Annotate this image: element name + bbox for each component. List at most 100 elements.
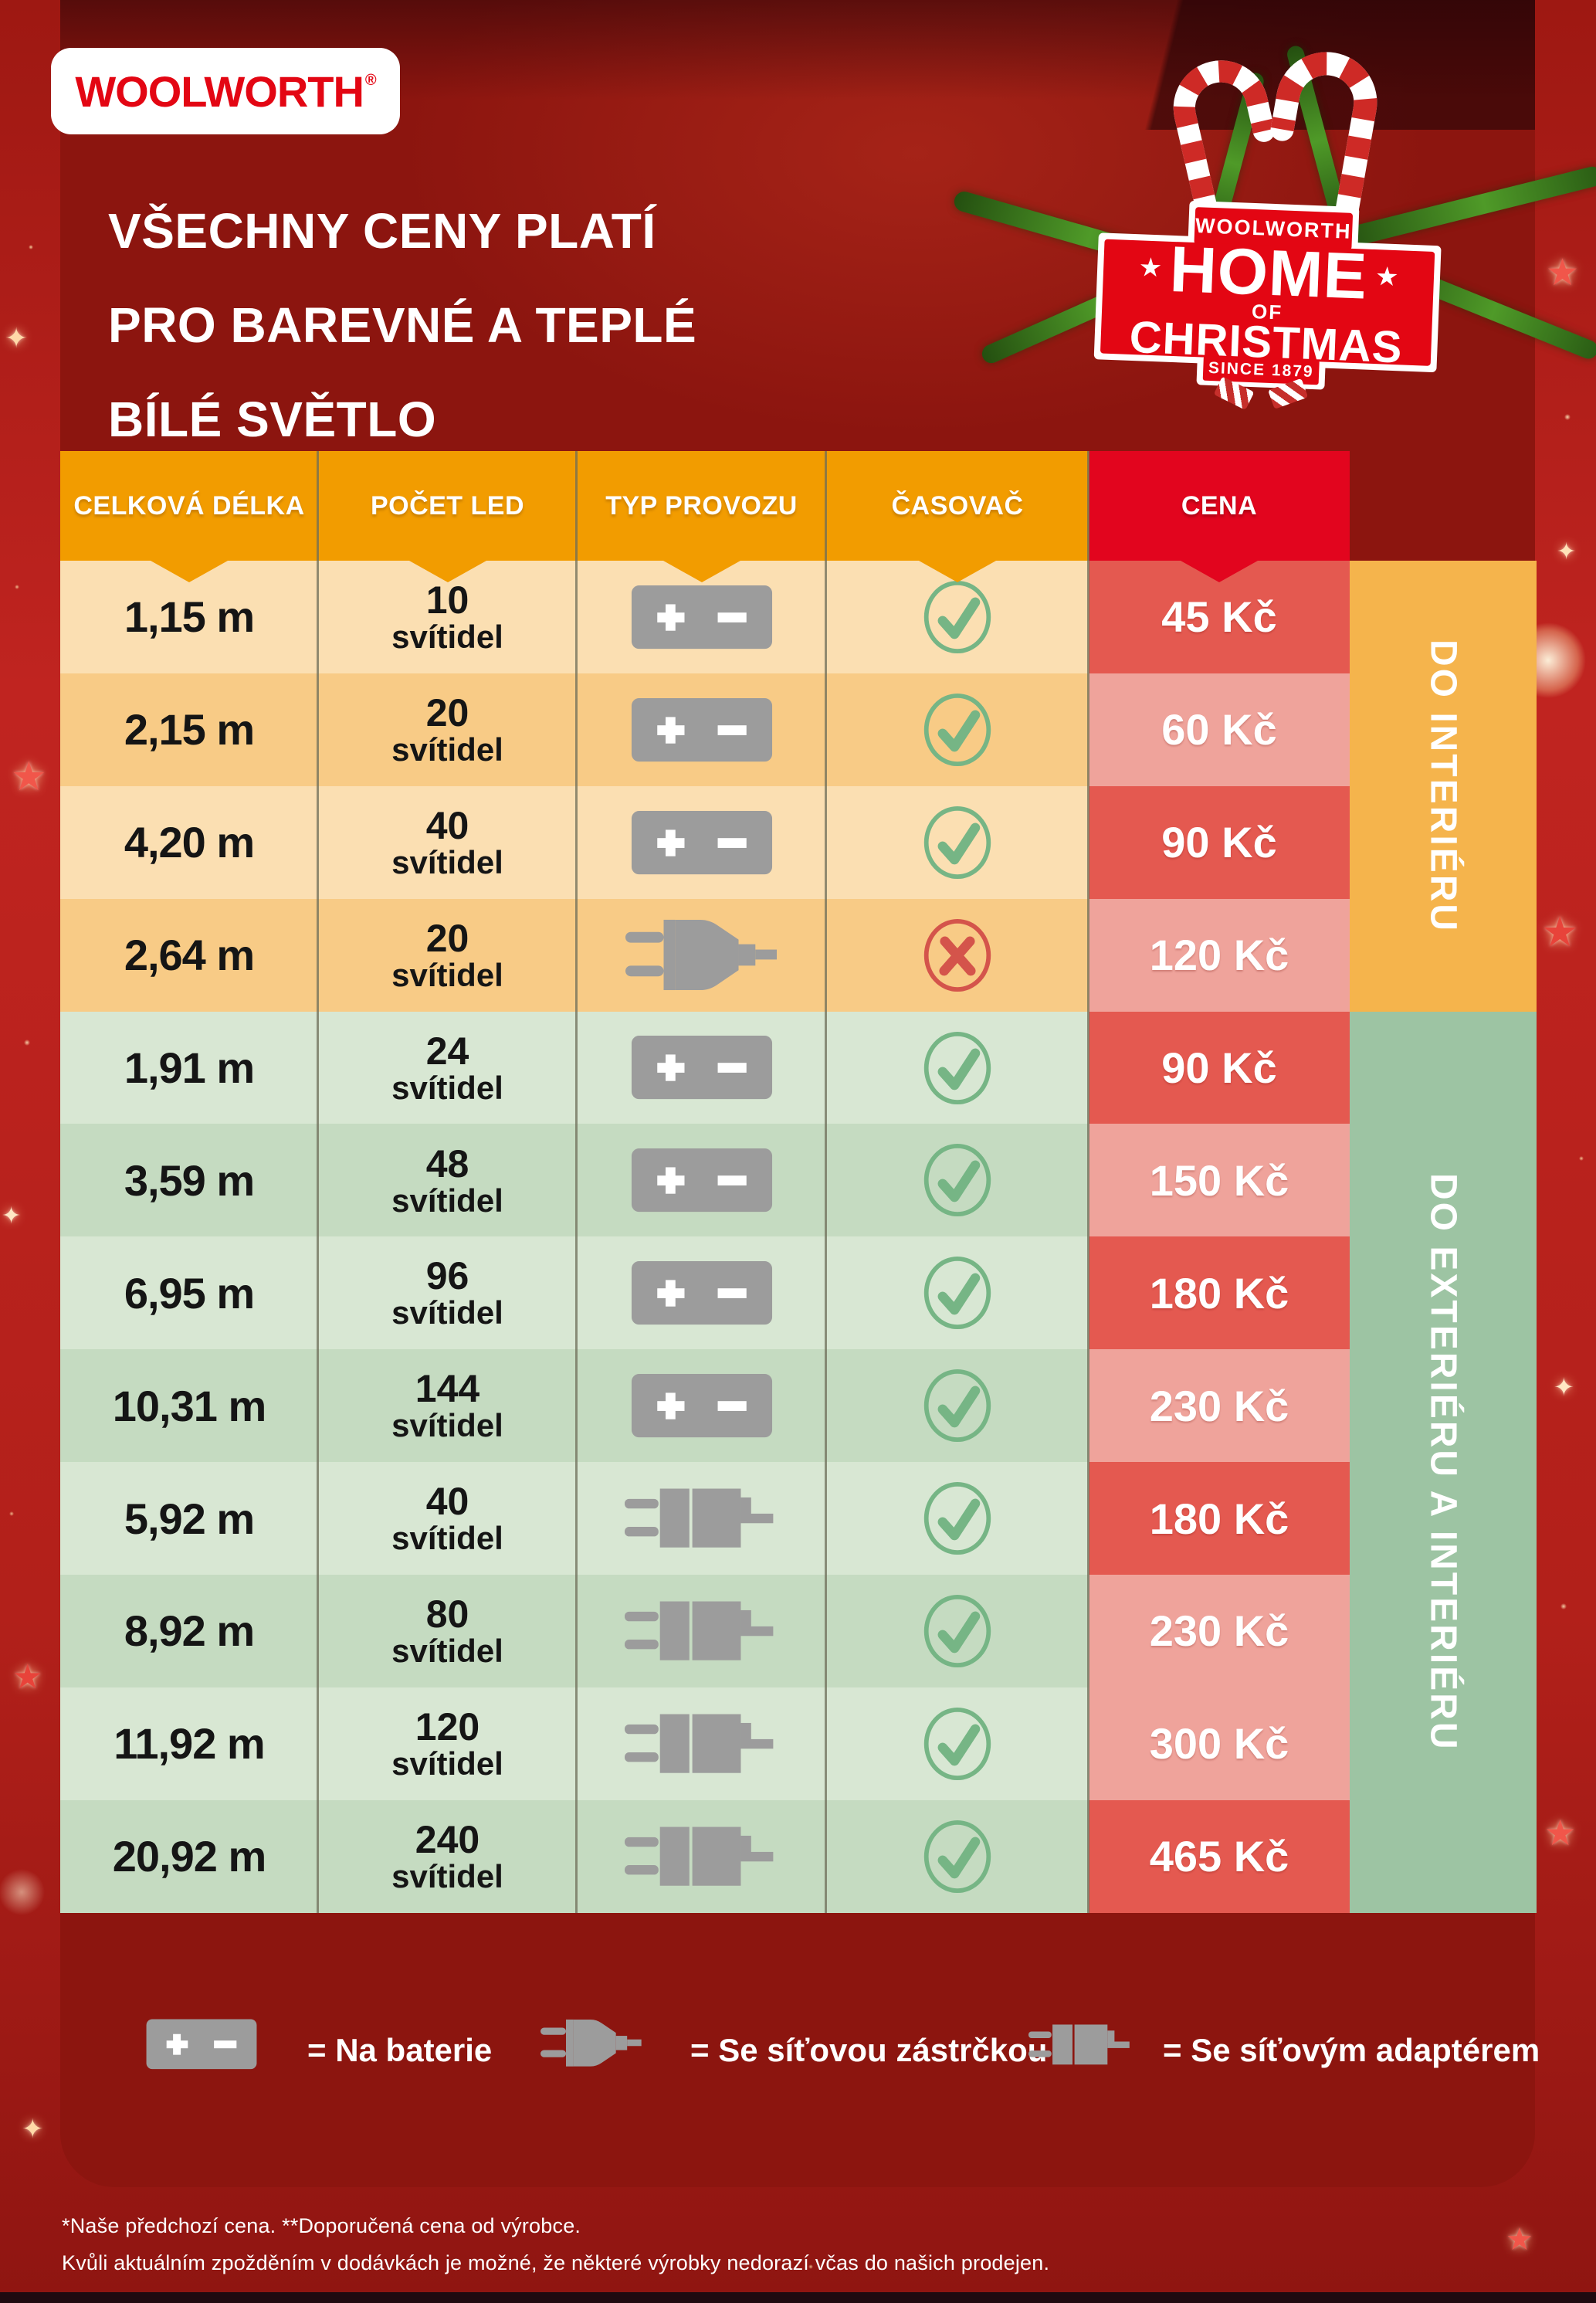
badge-main: ★ HOME ★ OF CHRISTMAS xyxy=(1100,232,1435,372)
column-divider xyxy=(575,451,578,1913)
header-power-type: TYP PROVOZU xyxy=(577,451,826,561)
star-decoration: ✦ xyxy=(2,1203,22,1229)
plug-icon xyxy=(625,920,777,991)
badge-star-icon: ★ xyxy=(1374,262,1400,293)
cell-price: 230 Kč xyxy=(1089,1575,1350,1687)
table-row: 3,59 m 48 svítidel 150 Kč xyxy=(60,1124,1350,1237)
timer-yes-icon xyxy=(923,1707,991,1780)
cell-total-length: 6,95 m xyxy=(60,1236,318,1350)
cell-total-length: 10,31 m xyxy=(60,1349,318,1463)
title-line-3: BÍLÉ SVĚTLO xyxy=(108,392,437,447)
cell-timer xyxy=(826,673,1089,786)
cell-price: 180 Kč xyxy=(1089,1236,1350,1350)
cell-led-count: 20 svítidel xyxy=(318,673,577,786)
table-row: 6,95 m 96 svítidel 180 Kč xyxy=(60,1236,1350,1350)
cell-price: 465 Kč xyxy=(1089,1799,1350,1913)
legend: = Na baterie = Se síťovou zástrčkou = Se… xyxy=(60,2004,1540,2097)
header-led-count: POČET LED xyxy=(318,451,577,561)
star-decoration: ✦ xyxy=(22,2115,44,2144)
cell-price: 90 Kč xyxy=(1089,785,1350,899)
woolworth-logo-badge: WOOLWORTH ® xyxy=(51,48,400,134)
cell-total-length: 11,92 m xyxy=(60,1687,318,1800)
cell-led-count: 48 svítidel xyxy=(318,1124,577,1237)
timer-yes-icon xyxy=(923,1257,991,1330)
cell-led-count: 80 svítidel xyxy=(318,1575,577,1687)
adapter-icon xyxy=(624,1714,773,1773)
legend-label-plug: = Se síťovou zástrčkou xyxy=(690,2032,1048,2068)
battery-icon xyxy=(631,697,772,761)
cell-total-length: 20,92 m xyxy=(60,1799,318,1913)
title-line-1: VŠECHNY CENY PLATÍ xyxy=(108,203,656,259)
star-decoration: ★ xyxy=(1544,1813,1577,1853)
cell-power-type xyxy=(577,1236,826,1350)
timer-yes-icon xyxy=(923,580,991,653)
cell-timer xyxy=(826,1011,1089,1124)
timer-yes-icon xyxy=(923,1144,991,1217)
cell-timer xyxy=(826,1687,1089,1800)
cell-power-type xyxy=(577,673,826,786)
star-decoration: ★ xyxy=(11,755,47,799)
adapter-icon xyxy=(1028,2020,1133,2070)
cell-total-length: 4,20 m xyxy=(60,785,318,899)
timer-yes-icon xyxy=(923,1369,991,1443)
battery-icon xyxy=(631,1148,772,1213)
adapter-icon xyxy=(624,1601,773,1661)
cell-price: 90 Kč xyxy=(1089,1011,1350,1124)
candy-cane-icon xyxy=(1173,60,1275,244)
battery-icon xyxy=(631,810,772,874)
badge-home-text: HOME xyxy=(1168,232,1369,313)
cell-price: 120 Kč xyxy=(1089,898,1350,1012)
cell-total-length: 2,64 m xyxy=(60,898,318,1012)
cell-price: 180 Kč xyxy=(1089,1462,1350,1575)
plug-icon xyxy=(540,2019,642,2067)
cell-total-length: 3,59 m xyxy=(60,1124,318,1237)
cell-total-length: 8,92 m xyxy=(60,1575,318,1687)
column-divider xyxy=(1087,451,1089,1913)
cell-led-count: 40 svítidel xyxy=(318,785,577,899)
cell-timer xyxy=(826,785,1089,899)
table-row: 4,20 m 40 svítidel 90 Kč xyxy=(60,785,1350,899)
table-row: 8,92 m 80 svítidel 230 Kč xyxy=(60,1575,1350,1687)
title-line-2: PRO BAREVNÉ A TEPLÉ xyxy=(108,297,697,353)
adapter-icon xyxy=(624,1826,773,1886)
star-decoration: ✦ xyxy=(1554,1373,1574,1401)
cell-led-count: 120 svítidel xyxy=(318,1687,577,1800)
footnote-line-2: Kvůli aktuálním zpožděním v dodávkách je… xyxy=(62,2251,1050,2274)
sidebar-exterior: DO EXTERIÉRU A INTERIÉRU xyxy=(1350,1011,1537,1913)
battery-icon xyxy=(145,2018,258,2071)
cell-timer xyxy=(826,1349,1089,1463)
cell-led-count: 144 svítidel xyxy=(318,1349,577,1463)
column-divider xyxy=(825,451,827,1913)
sidebar-interior: DO INTERIÉRU xyxy=(1350,561,1537,1012)
cell-total-length: 5,92 m xyxy=(60,1462,318,1575)
header-price: CENA xyxy=(1089,451,1350,561)
cell-led-count: 96 svítidel xyxy=(318,1236,577,1350)
cell-led-count: 240 svítidel xyxy=(318,1799,577,1913)
timer-yes-icon xyxy=(923,1482,991,1555)
candy-cane-icon xyxy=(1270,52,1377,246)
footnotes: *Naše předchozí cena. **Doporučená cena … xyxy=(62,2207,1049,2281)
cell-power-type xyxy=(577,1462,826,1575)
table-row: 5,92 m 40 svítidel 180 Kč xyxy=(60,1462,1350,1575)
header-total-length: CELKOVÁ DÉLKA xyxy=(60,451,318,561)
legend-label-adapter: = Se síťovým adaptérem xyxy=(1163,2032,1540,2068)
cell-timer xyxy=(826,1124,1089,1237)
timer-yes-icon xyxy=(923,1031,991,1104)
cell-power-type xyxy=(577,898,826,1012)
cell-price: 150 Kč xyxy=(1089,1124,1350,1237)
cell-timer xyxy=(826,898,1089,1012)
star-decoration: ✦ xyxy=(1557,539,1577,565)
cell-price: 60 Kč xyxy=(1089,673,1350,786)
cell-timer xyxy=(826,1462,1089,1575)
legend-label-battery: = Na baterie xyxy=(307,2032,493,2068)
bottom-edge-bar xyxy=(0,2292,1596,2303)
brand-name: WOOLWORTH xyxy=(75,66,364,116)
timer-yes-icon xyxy=(923,1594,991,1667)
table-body: 1,15 m 10 svítidel 45 Kč 2,15 m 20 svítide… xyxy=(60,561,1350,1913)
column-divider xyxy=(317,451,319,1913)
star-decoration: ★ xyxy=(1546,253,1580,293)
table-row: 10,31 m 144 svítidel 230 Kč xyxy=(60,1349,1350,1463)
timer-no-icon xyxy=(923,918,991,992)
adapter-icon xyxy=(1028,2024,1130,2065)
